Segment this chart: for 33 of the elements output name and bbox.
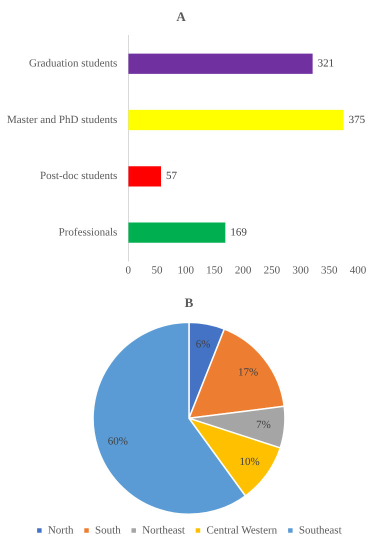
bar bbox=[128, 54, 313, 74]
x-tick-label: 200 bbox=[234, 264, 252, 276]
x-tick-label: 400 bbox=[350, 264, 367, 276]
x-tick-label: 350 bbox=[321, 264, 338, 276]
data-label: 7% bbox=[256, 419, 271, 432]
bar bbox=[128, 110, 344, 130]
data-label: 10% bbox=[239, 456, 260, 468]
x-tick-label: 100 bbox=[177, 264, 194, 276]
y-tick-label: Post-doc students bbox=[40, 170, 118, 182]
legend-label: North bbox=[48, 524, 74, 536]
data-label: 321 bbox=[318, 58, 334, 70]
x-tick-label: 300 bbox=[292, 264, 310, 276]
legend-label: South bbox=[95, 524, 122, 536]
chart-title: A bbox=[176, 9, 186, 24]
x-tick-label: 150 bbox=[206, 264, 224, 276]
legend-label: Southeast bbox=[298, 524, 342, 536]
data-label: 6% bbox=[196, 338, 210, 351]
x-tick-label: 0 bbox=[126, 264, 132, 276]
bar bbox=[128, 166, 162, 186]
data-label: 17% bbox=[238, 366, 258, 378]
y-tick-label: Master and PhD students bbox=[7, 114, 118, 126]
x-tick-label: 50 bbox=[152, 264, 164, 276]
data-label: 375 bbox=[348, 114, 366, 126]
y-tick-label: Graduation students bbox=[29, 58, 118, 70]
data-label: 169 bbox=[230, 226, 248, 239]
legend-label: Northeast bbox=[142, 524, 185, 536]
bar bbox=[128, 222, 226, 243]
y-tick-label: Professionals bbox=[58, 226, 118, 239]
chart-title: B bbox=[184, 295, 194, 310]
data-label: 60% bbox=[108, 435, 128, 448]
x-tick-label: 250 bbox=[264, 264, 281, 276]
legend-label: Central Western bbox=[206, 524, 278, 536]
data-label: 57 bbox=[166, 170, 178, 182]
